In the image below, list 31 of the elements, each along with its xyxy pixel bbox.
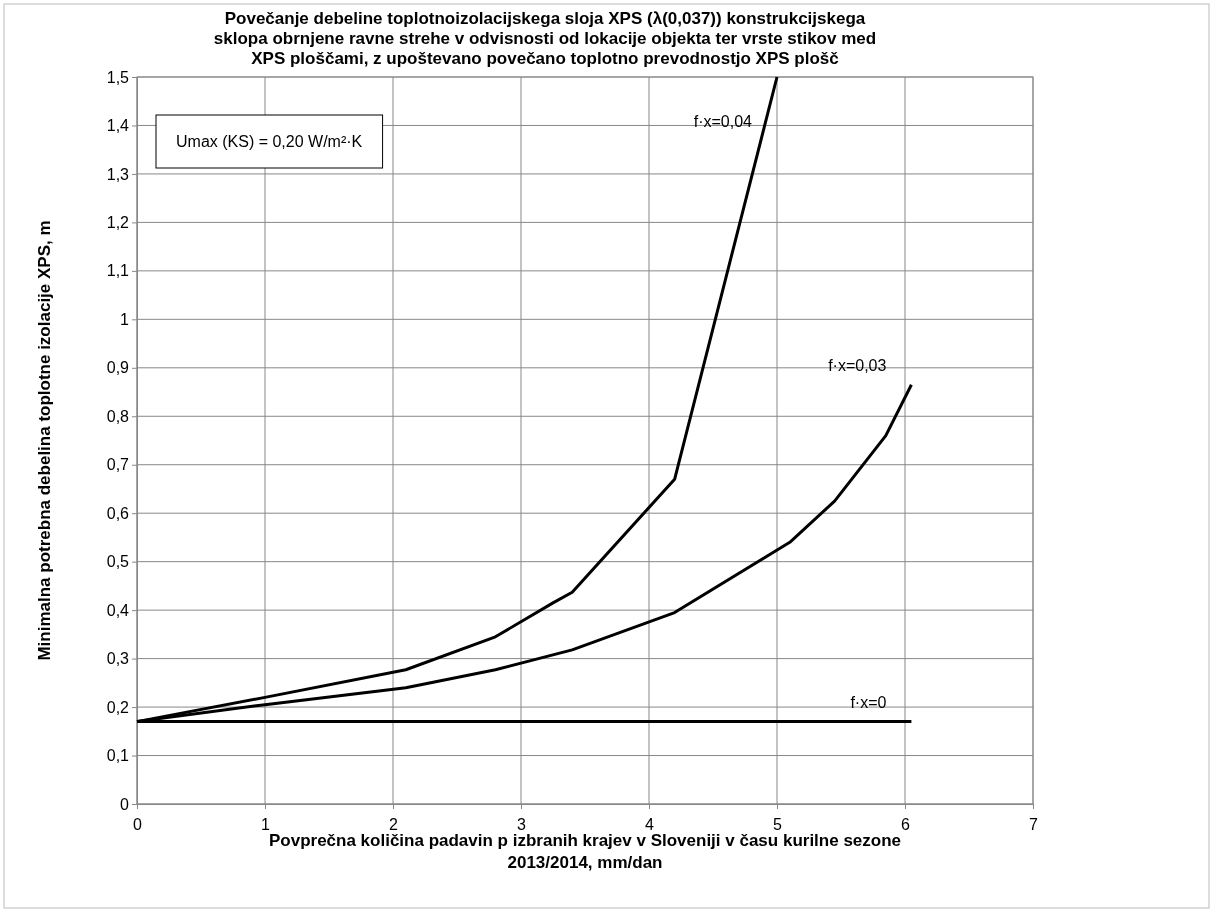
- series-label: f·x=0: [850, 693, 887, 711]
- y-axis-title: Minimalna potrebna debelina toplotne izolacije XPS, m: [35, 220, 54, 661]
- x-axis-title: Povprečna količina padavin p izbranih krajev v Sloveniji v času kurilne sezone 2013/2014, mm/dan: [268, 831, 902, 872]
- y-tick-label: 0,1: [106, 747, 130, 765]
- series-label: f·x=0,04: [693, 113, 753, 130]
- y-tick-label: 0,4: [106, 601, 130, 619]
- x-tick-label: 3: [517, 815, 527, 833]
- annotation: Umax (KS) = 0,20 W/m²·K: [176, 133, 363, 150]
- y-tick-label: 0,9: [106, 359, 130, 377]
- y-tick-label: 1,1: [106, 262, 130, 280]
- x-tick-label: 6: [901, 815, 911, 833]
- y-tick-label: 0,8: [106, 407, 130, 425]
- x-tick-label: 5: [773, 815, 783, 833]
- y-tick-label: 1,4: [106, 117, 130, 135]
- y-tick-label: 0,6: [106, 504, 130, 522]
- y-tick-label: 0,7: [106, 456, 130, 474]
- y-tick-label: 1,5: [106, 68, 130, 86]
- chart-title: Povečanje debeline toplotnoizolacijskega sloja XPS (λ(0,037)) konstrukcijskega sklopa obrnjene ravne strehe v odvisnosti od lokacije objekta ter vrste stikov med XPS ploščami, z upoštevano povečano toplotno prevodnostjo XPS plošč: [213, 9, 877, 68]
- series-label: f·x=0,03: [828, 356, 887, 374]
- y-tick-label: 0: [120, 795, 130, 813]
- y-tick-label: 1,2: [106, 214, 130, 232]
- x-tick-label: 2: [389, 815, 399, 833]
- y-tick-label: 0,2: [106, 698, 130, 716]
- x-tick-label: 7: [1029, 815, 1039, 833]
- x-tick-label: 4: [645, 815, 655, 833]
- y-tick-label: 0,5: [106, 553, 130, 571]
- y-tick-label: 1,3: [106, 165, 130, 183]
- y-tick-label: 0,3: [106, 650, 130, 668]
- x-tick-label: 0: [133, 815, 143, 833]
- y-tick-label: 1: [120, 310, 130, 328]
- x-tick-label: 1: [261, 815, 271, 833]
